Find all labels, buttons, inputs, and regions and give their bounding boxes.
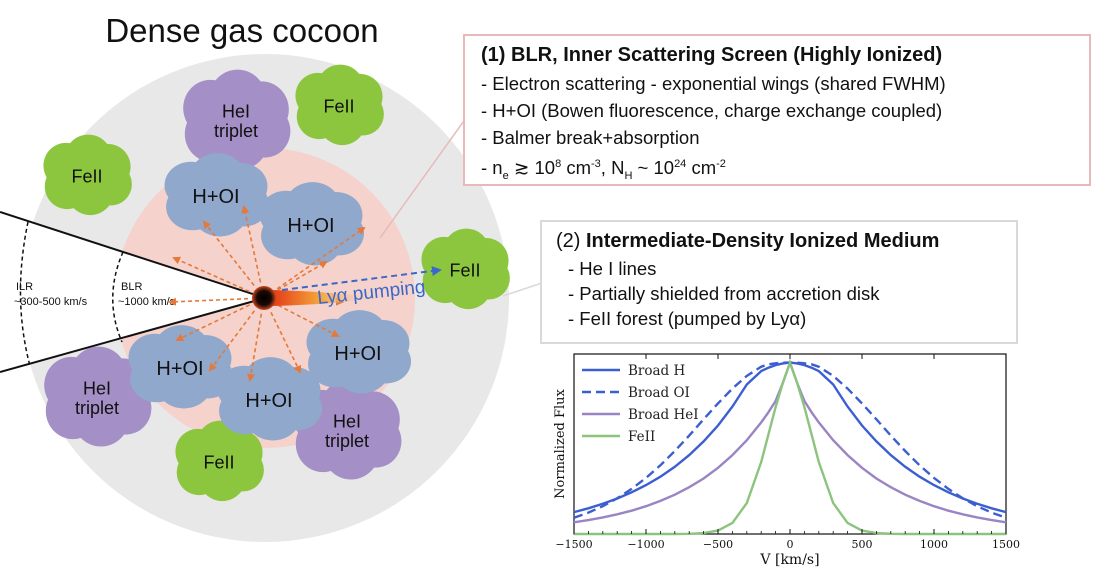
intermediate-box-heading: Intermediate-Density Ionized Medium	[586, 230, 940, 252]
feii-cloud: FeII	[175, 420, 264, 502]
legend-entry: Broad H	[628, 363, 685, 379]
ilr-dashed-arc	[19, 221, 31, 367]
x-tick-label: 0	[787, 538, 794, 551]
x-tick-label: −1500	[555, 538, 592, 551]
hoi-cloud: H+OI	[259, 182, 365, 266]
hoi-cloud: H+OI	[128, 325, 234, 409]
feii-cloud-label: FeII	[449, 260, 480, 280]
connector-box2	[502, 282, 543, 297]
blr-info-box: (1) BLR, Inner Scattering Screen (Highly…	[463, 34, 1091, 186]
ne-unit: cm	[561, 157, 592, 179]
legend-entry: Broad HeI	[628, 407, 699, 423]
wedge-edge-lower	[0, 297, 266, 373]
wedge-edge-upper	[0, 211, 266, 299]
hei-triplet-cloud-label: HeI	[222, 101, 250, 121]
ne-exponent: 8	[555, 158, 562, 170]
hei-triplet-cloud-label: HeI	[83, 378, 111, 398]
blr-box-list: - Electron scattering - exponential wing…	[481, 70, 1089, 190]
blr-dashed-arc	[112, 251, 124, 343]
ilr-label: ILR	[16, 281, 33, 293]
ne-relation: ≳ 10	[508, 157, 556, 179]
ilr-wedge	[0, 212, 265, 372]
intermediate-info-box: (2) Intermediate-Density Ionized Medium …	[540, 220, 1018, 344]
central-black-hole	[252, 286, 276, 310]
blr-box-title: (1) BLR, Inner Scattering Screen (Highly…	[481, 42, 1089, 68]
hei-triplet-cloud-label: triplet	[325, 431, 369, 451]
hoi-cloud-label: H+OI	[245, 390, 292, 412]
feii-cloud-label: FeII	[323, 96, 354, 116]
accretion-glow	[272, 290, 375, 306]
hei-triplet-cloud-label: HeI	[333, 411, 361, 431]
lya-pumping-arrow	[281, 266, 442, 291]
nh-exponent: 24	[674, 158, 687, 170]
connector-box1	[379, 117, 467, 239]
blr-box-density: - ne ≳ 108 cm-3, NH ~ 1024 cm-2	[481, 151, 1089, 190]
intermediate-box-item: - FeII forest (pumped by Lyα)	[568, 308, 807, 329]
series-line-feii	[574, 358, 1006, 536]
ne-subscript: e	[502, 169, 509, 182]
nh-relation: ~ 10	[632, 157, 675, 179]
hoi-cloud-label: H+OI	[192, 186, 239, 208]
ne-unit-exponent: -3	[591, 158, 601, 170]
blr-box-item: - Balmer break+absorption	[481, 127, 700, 148]
feii-cloud: FeII	[43, 134, 132, 216]
diagram-title: Dense gas cocoon	[105, 12, 378, 49]
blr-velocity: ~1000 km/s	[118, 296, 176, 308]
scattering-arrow	[241, 205, 262, 283]
nh-separator: , N	[600, 157, 625, 179]
feii-cloud: FeII	[295, 64, 384, 146]
hoi-cloud-label: H+OI	[334, 343, 381, 365]
x-tick-label: 1500	[992, 538, 1020, 551]
blr-box-number: (1)	[481, 44, 511, 66]
hei-triplet-cloud-label: triplet	[75, 398, 119, 418]
blr-box-item: - H+OI (Bowen fluorescence, charge excha…	[481, 100, 943, 121]
line-profile-chart: −1500 −1000 −500 0 500 1000 1500 V [km/s] Normal…	[553, 353, 1020, 568]
ilr-velocity: ~300-500 km/s	[14, 296, 88, 308]
intermediate-box-list: - He I lines - Partially shielded from a…	[556, 256, 1016, 331]
scattering-arrow	[276, 226, 366, 290]
hoi-cloud: H+OI	[306, 310, 412, 394]
scattering-arrow	[208, 310, 256, 372]
x-axis-label: V [km/s]	[759, 552, 819, 568]
x-tick-label: 500	[852, 538, 873, 551]
feii-cloud-label: FeII	[203, 452, 234, 472]
blr-label: BLR	[121, 281, 142, 293]
legend-entry: FeII	[628, 429, 655, 445]
legend-entry: Broad OI	[628, 385, 690, 401]
blr-box-heading: BLR, Inner Scattering Screen (Highly Ion…	[511, 44, 943, 66]
nh-subscript: H	[624, 169, 633, 182]
intermediate-box-number: (2)	[556, 230, 586, 252]
hoi-cloud-label: H+OI	[156, 358, 203, 380]
y-axis-label: Normalized Flux	[553, 388, 568, 498]
density-dash: - n	[481, 157, 503, 179]
hoi-cloud: H+OI	[217, 357, 323, 441]
chart-legend: Broad H Broad OI Broad HeI FeII	[582, 363, 699, 445]
hoi-cloud-label: H+OI	[287, 215, 334, 237]
nh-unit-exponent: -2	[716, 158, 726, 170]
chart-plot-area	[573, 353, 1007, 535]
intermediate-box-item: - He I lines	[568, 258, 657, 279]
x-tick-label: −500	[703, 538, 733, 551]
hei-triplet-cloud-label: triplet	[214, 121, 258, 141]
intermediate-box-title: (2) Intermediate-Density Ionized Medium	[556, 228, 1016, 254]
intermediate-box-item: - Partially shielded from accretion disk	[568, 283, 880, 304]
blr-box-item: - Electron scattering - exponential wing…	[481, 73, 946, 94]
scattering-arrow	[168, 297, 249, 306]
scattering-arrow	[277, 260, 328, 291]
feii-cloud-label: FeII	[71, 166, 102, 186]
nh-unit: cm	[686, 157, 717, 179]
x-tick-label: 1000	[920, 538, 948, 551]
x-tick-label: −1000	[627, 538, 664, 551]
